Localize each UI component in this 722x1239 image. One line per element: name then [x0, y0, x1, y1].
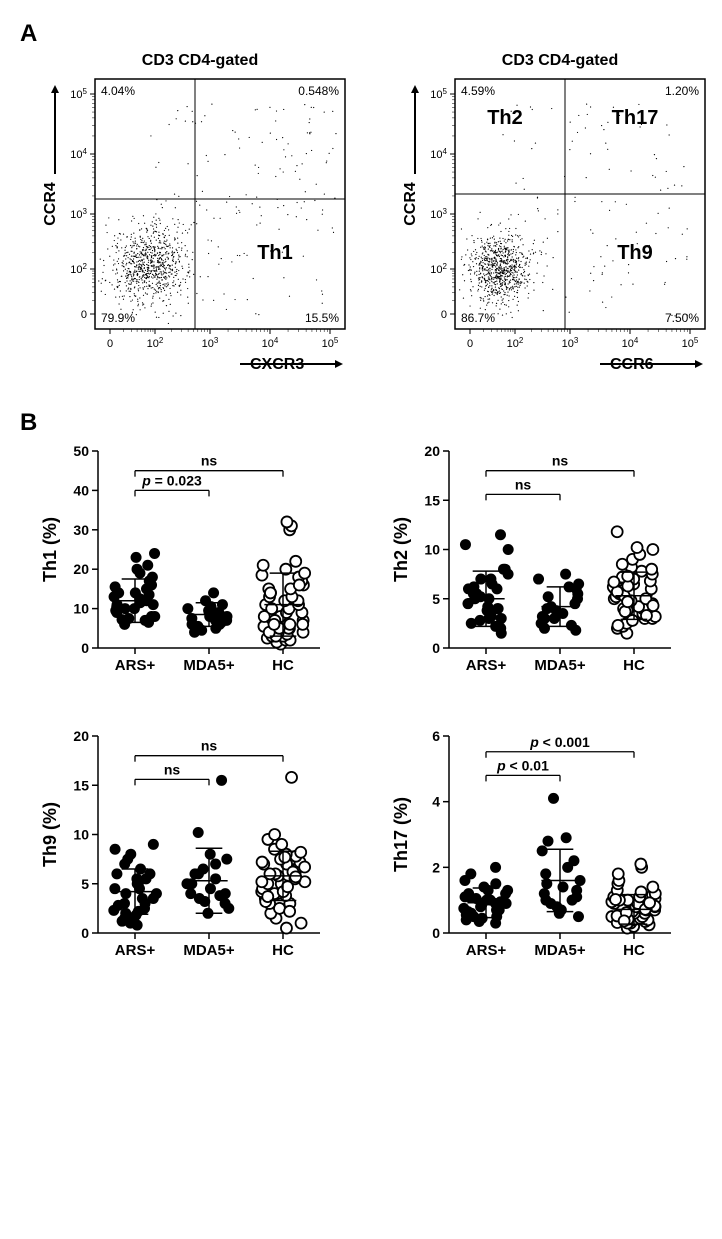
svg-text:2: 2 [432, 859, 440, 875]
chart-th9: 0 5 10 15 20 Th9 (%) ARS+ MDA5+ HC ns ns [40, 726, 330, 981]
svg-text:40: 40 [73, 482, 89, 498]
svg-text:20: 20 [73, 728, 89, 744]
svg-text:CCR4: CCR4 [42, 182, 59, 226]
svg-text:0: 0 [107, 338, 113, 350]
svg-text:Th2 (%): Th2 (%) [391, 517, 411, 582]
svg-text:103: 103 [430, 207, 447, 222]
flow-plot-0-title: CD3 CD4-gated [142, 52, 258, 70]
svg-text:103: 103 [202, 336, 219, 351]
svg-text:ARS+: ARS+ [466, 657, 507, 674]
svg-text:Th1: Th1 [257, 242, 293, 264]
svg-text:105: 105 [682, 336, 699, 351]
svg-text:105: 105 [322, 336, 339, 351]
svg-text:0: 0 [81, 640, 89, 656]
svg-text:15.5%: 15.5% [305, 311, 339, 325]
svg-text:104: 104 [430, 147, 447, 162]
figure-root: A CD3 CD4-gated 001021021031031041041051… [20, 20, 702, 981]
svg-text:86.7%: 86.7% [461, 311, 495, 325]
svg-text:15: 15 [424, 492, 440, 508]
svg-text:10: 10 [73, 601, 89, 617]
svg-text:103: 103 [562, 336, 579, 351]
svg-text:p < 0.001: p < 0.001 [529, 734, 590, 750]
svg-text:HC: HC [272, 942, 294, 959]
svg-text:102: 102 [430, 262, 447, 277]
svg-text:ns: ns [515, 476, 532, 492]
svg-text:ns: ns [164, 761, 181, 777]
svg-text:ns: ns [201, 738, 218, 754]
flow-plot-0: 0 0 102 102 103 103 104 104 105 105 4.04% 0.548% 79.… [40, 74, 360, 379]
svg-text:MDA5+: MDA5+ [534, 657, 586, 674]
svg-text:0: 0 [432, 925, 440, 941]
flow-plot-1: 0 0 102 102 103 103 104 104 105 105 4.59% 1.20% 86.7… [400, 74, 720, 379]
panel-B-label: B [20, 409, 702, 437]
svg-text:MDA5+: MDA5+ [534, 942, 586, 959]
panel-A-label: A [20, 20, 702, 48]
svg-text:HC: HC [623, 657, 645, 674]
svg-text:4.04%: 4.04% [101, 84, 135, 98]
svg-text:102: 102 [70, 262, 87, 277]
svg-text:20: 20 [424, 443, 440, 459]
svg-text:Th17 (%): Th17 (%) [391, 797, 411, 872]
svg-text:Th2: Th2 [487, 107, 523, 129]
svg-text:0: 0 [441, 309, 447, 321]
svg-text:ARS+: ARS+ [115, 657, 156, 674]
svg-text:Th9: Th9 [617, 242, 653, 264]
svg-text:ns: ns [552, 453, 569, 469]
svg-text:5: 5 [81, 876, 89, 892]
svg-text:104: 104 [70, 147, 87, 162]
svg-text:HC: HC [272, 657, 294, 674]
svg-text:79.9%: 79.9% [101, 311, 135, 325]
svg-text:104: 104 [262, 336, 279, 351]
svg-text:0: 0 [432, 640, 440, 656]
svg-text:1.20%: 1.20% [665, 84, 699, 98]
svg-text:MDA5+: MDA5+ [183, 657, 235, 674]
svg-text:7.50%: 7.50% [665, 311, 699, 325]
svg-text:15: 15 [73, 777, 89, 793]
svg-text:0: 0 [81, 925, 89, 941]
svg-text:0.548%: 0.548% [298, 84, 339, 98]
svg-text:Th17: Th17 [612, 107, 659, 129]
chart-th2: 0 5 10 15 20 Th2 (%) ARS+ MDA5+ HC ns ns [391, 441, 681, 696]
svg-text:50: 50 [73, 443, 89, 459]
panel-A-row: CD3 CD4-gated 0 0 102 102 103 103 104 104 105 105… [40, 52, 702, 379]
flow-plot-0-wrap: CD3 CD4-gated 0 0 102 102 103 103 104 104 105 105… [40, 52, 360, 379]
panel-B-grid: 01020304050Th1 (%)ARS+MDA5+HCp = 0.023ns… [40, 441, 702, 981]
svg-text:10: 10 [424, 542, 440, 558]
svg-text:6: 6 [432, 728, 440, 744]
chart-th1: 0 10 20 30 40 50 Th1 (%) ARS+ MDA5+ HC p = 0.023 ns [40, 441, 330, 696]
svg-text:30: 30 [73, 522, 89, 538]
svg-text:102: 102 [147, 336, 164, 351]
svg-text:5: 5 [432, 591, 440, 607]
svg-text:103: 103 [70, 207, 87, 222]
svg-text:4.59%: 4.59% [461, 84, 495, 98]
svg-text:p = 0.023: p = 0.023 [141, 472, 202, 488]
svg-text:ARS+: ARS+ [115, 942, 156, 959]
chart-th17: 0 2 4 6 Th17 (%) ARS+ MDA5+ HC p < 0.01 p < 0.001 [391, 726, 681, 981]
svg-text:CCR4: CCR4 [402, 182, 419, 226]
svg-text:102: 102 [507, 336, 524, 351]
svg-text:105: 105 [70, 87, 87, 102]
svg-text:HC: HC [623, 942, 645, 959]
svg-text:105: 105 [430, 87, 447, 102]
svg-text:4: 4 [432, 794, 440, 810]
svg-text:MDA5+: MDA5+ [183, 942, 235, 959]
svg-text:20: 20 [73, 561, 89, 577]
svg-text:Th1 (%): Th1 (%) [40, 517, 60, 582]
svg-text:10: 10 [73, 827, 89, 843]
svg-text:104: 104 [622, 336, 639, 351]
flow-plot-1-title: CD3 CD4-gated [502, 52, 618, 70]
svg-text:0: 0 [467, 338, 473, 350]
svg-text:Th9 (%): Th9 (%) [40, 802, 60, 867]
svg-text:ARS+: ARS+ [466, 942, 507, 959]
svg-text:ns: ns [201, 453, 218, 469]
svg-text:0: 0 [81, 309, 87, 321]
flow-plot-1-wrap: CD3 CD4-gated 0 0 102 102 103 103 104 104 105 105… [400, 52, 720, 379]
svg-text:p < 0.01: p < 0.01 [496, 757, 549, 773]
